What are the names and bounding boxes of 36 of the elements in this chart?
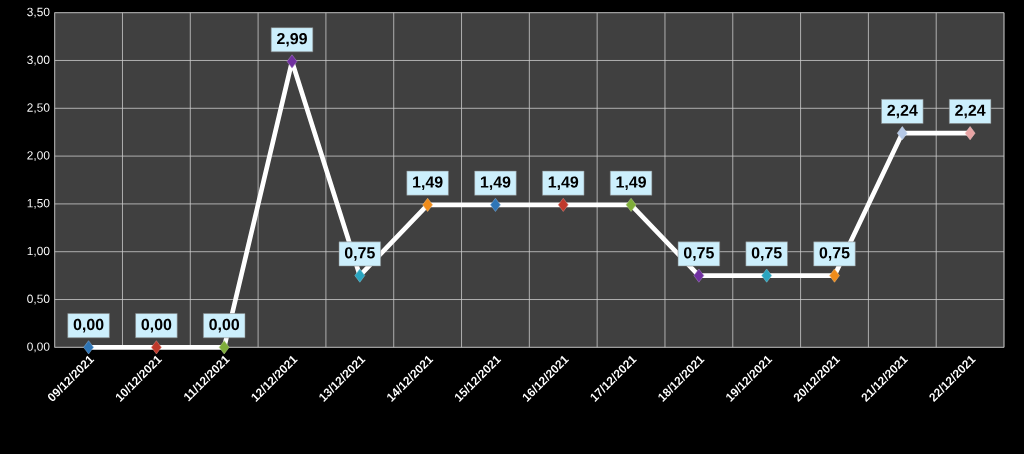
- data-label: 0,75: [819, 247, 850, 261]
- y-tick-label: 2,00: [27, 151, 50, 162]
- point: [761, 268, 772, 283]
- data-label: 2,24: [887, 104, 918, 119]
- y-tick-label: 1,50: [27, 198, 50, 209]
- y-tick-label: 3,50: [27, 7, 50, 18]
- data-label: 0,75: [751, 247, 782, 261]
- point: [83, 340, 94, 355]
- data-label: 1,49: [480, 176, 511, 190]
- point: [354, 268, 366, 283]
- data-label: 2,99: [277, 32, 307, 47]
- y-tick-label: 2,50: [27, 103, 50, 114]
- data-label: 0,75: [683, 247, 714, 261]
- data-label: 0,75: [344, 247, 375, 261]
- data-label: 0,00: [73, 318, 104, 333]
- point: [151, 340, 162, 355]
- data-label: 1,49: [616, 176, 646, 190]
- y-tick-label: 0,00: [27, 342, 50, 353]
- y-tick-label: 1,00: [27, 246, 50, 257]
- point: [557, 197, 569, 212]
- data-label: 1,49: [413, 176, 443, 190]
- point: [964, 126, 976, 141]
- point: [693, 268, 705, 283]
- point: [897, 126, 908, 141]
- data-label: 1,49: [548, 176, 579, 190]
- point: [422, 197, 433, 212]
- point: [286, 54, 298, 69]
- data-label: 2,24: [955, 104, 986, 119]
- y-tick-label: 3,00: [27, 55, 50, 66]
- y-tick-label: 0,50: [27, 294, 50, 305]
- data-label: 0,00: [209, 318, 240, 333]
- data-label: 0,00: [141, 318, 172, 333]
- point: [218, 340, 230, 355]
- point: [625, 197, 637, 212]
- point: [829, 268, 840, 283]
- point: [490, 197, 501, 212]
